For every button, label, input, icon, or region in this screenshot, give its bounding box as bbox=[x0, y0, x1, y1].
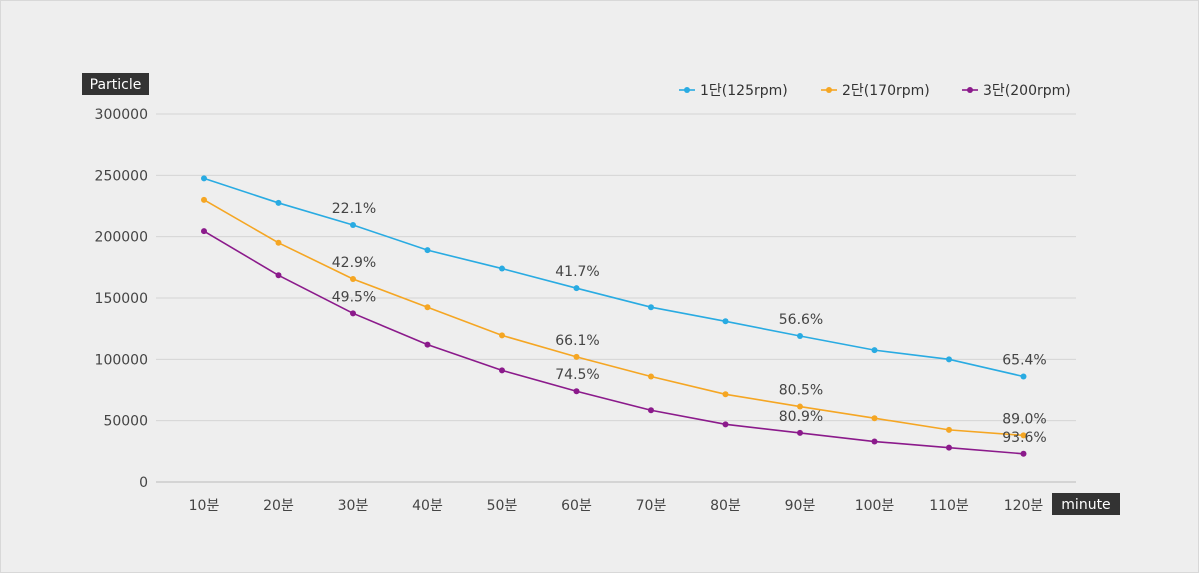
x-tick-label: 70분 bbox=[636, 498, 667, 514]
x-tick-label: 50분 bbox=[487, 498, 518, 514]
data-point bbox=[1020, 373, 1027, 380]
series-line bbox=[203, 177, 1024, 378]
legend-item: 2단(170rpm) bbox=[821, 83, 930, 99]
x-tick-label: 110분 bbox=[929, 498, 969, 514]
legend-item: 1단(125rpm) bbox=[679, 83, 788, 99]
y-axis-title: Particle bbox=[82, 73, 149, 95]
data-point bbox=[1020, 432, 1027, 439]
x-tick-label: 40분 bbox=[412, 498, 443, 514]
data-point bbox=[573, 285, 580, 292]
data-point bbox=[871, 347, 878, 354]
data-point bbox=[201, 175, 207, 182]
series-2 bbox=[201, 196, 1027, 439]
x-tick-label: 100분 bbox=[855, 498, 895, 514]
x-axis-title: minute bbox=[1052, 493, 1120, 515]
data-point bbox=[946, 426, 952, 433]
data-point bbox=[648, 407, 654, 414]
y-axis-title-text: Particle bbox=[90, 77, 142, 93]
x-tick-labels: 10분 20분 30분 40분 50분 60분 70분 80분 90분 100분 110분 120분 bbox=[189, 498, 1044, 514]
y-tick-label: 300000 bbox=[95, 107, 148, 123]
percentage-label: 49.5% bbox=[332, 289, 376, 305]
y-tick-labels: 0 50000 100000 150000 200000 250000 300000 bbox=[95, 107, 148, 491]
percentage-label: 22.1% bbox=[332, 201, 376, 217]
legend-marker bbox=[684, 87, 690, 93]
data-point bbox=[722, 318, 729, 325]
data-point bbox=[648, 373, 654, 380]
x-tick-label: 20분 bbox=[263, 498, 294, 514]
data-point bbox=[722, 391, 729, 398]
data-point bbox=[946, 444, 952, 451]
data-point bbox=[797, 333, 803, 340]
x-axis-title-text: minute bbox=[1061, 497, 1110, 513]
data-point bbox=[201, 196, 207, 203]
data-point bbox=[871, 415, 878, 422]
y-axis-title-box bbox=[82, 73, 149, 95]
percentage-label: 93.6% bbox=[1002, 430, 1046, 446]
legend-item: 3단(200rpm) bbox=[962, 83, 1071, 99]
data-point bbox=[424, 247, 431, 254]
x-tick-label: 80분 bbox=[710, 498, 741, 514]
y-tick-label: 100000 bbox=[95, 352, 148, 368]
data-point bbox=[275, 199, 282, 206]
y-tick-label: 0 bbox=[139, 475, 148, 491]
data-point bbox=[350, 222, 356, 229]
data-point bbox=[573, 388, 580, 395]
percentage-label: 42.9% bbox=[332, 255, 376, 271]
y-tick-label: 250000 bbox=[95, 168, 148, 184]
x-axis-title-box bbox=[1052, 493, 1120, 515]
x-tick-label: 10분 bbox=[189, 498, 220, 514]
legend: 1단(125rpm) 2단(170rpm) 3단(200rpm) bbox=[679, 83, 1071, 99]
percentage-label: 56.6% bbox=[779, 312, 823, 328]
percentage-label: 41.7% bbox=[555, 264, 599, 280]
x-tick-label: 90분 bbox=[785, 498, 816, 514]
percentage-label: 80.9% bbox=[779, 409, 823, 425]
percentage-label: 80.5% bbox=[779, 383, 823, 399]
x-tick-label: 60분 bbox=[561, 498, 592, 514]
series-lines bbox=[201, 175, 1027, 457]
grid-lines bbox=[156, 113, 1076, 483]
data-point bbox=[946, 356, 952, 363]
data-point bbox=[871, 438, 878, 445]
series-line bbox=[203, 230, 1024, 455]
data-point bbox=[573, 353, 580, 360]
percentage-label: 89.0% bbox=[1002, 411, 1046, 427]
legend-marker bbox=[967, 87, 973, 93]
legend-marker bbox=[826, 87, 832, 93]
data-point bbox=[1020, 450, 1027, 457]
y-tick-label: 150000 bbox=[95, 291, 148, 307]
legend-label: 1단(125rpm) bbox=[700, 83, 788, 99]
series-3 bbox=[201, 228, 1027, 457]
data-point bbox=[797, 403, 803, 410]
percentage-label: 74.5% bbox=[555, 367, 599, 383]
y-tick-label: 50000 bbox=[103, 414, 148, 430]
data-point bbox=[797, 429, 803, 436]
percentage-annotations: 22.1% 41.7% 56.6% 65.4% 42.9% 66.1% 80.5% 89.0%… bbox=[332, 201, 1047, 446]
x-tick-label: 120분 bbox=[1004, 498, 1044, 514]
data-point bbox=[201, 228, 207, 235]
data-point bbox=[424, 341, 431, 348]
series-line bbox=[203, 199, 1024, 437]
legend-label: 3단(200rpm) bbox=[983, 83, 1071, 99]
y-tick-label: 200000 bbox=[95, 230, 148, 246]
data-point bbox=[424, 304, 431, 311]
legend-label: 2단(170rpm) bbox=[842, 83, 930, 99]
data-point bbox=[499, 332, 505, 339]
data-point bbox=[275, 239, 282, 246]
x-tick-label: 30분 bbox=[338, 498, 369, 514]
series-1 bbox=[201, 175, 1027, 380]
percentage-label: 66.1% bbox=[555, 333, 599, 349]
data-point bbox=[499, 367, 505, 374]
data-point bbox=[275, 272, 282, 279]
data-point bbox=[350, 310, 356, 317]
percentage-label: 65.4% bbox=[1002, 353, 1046, 369]
data-point bbox=[722, 421, 729, 428]
data-point bbox=[648, 304, 654, 311]
data-point bbox=[350, 275, 356, 282]
data-point bbox=[499, 265, 505, 272]
